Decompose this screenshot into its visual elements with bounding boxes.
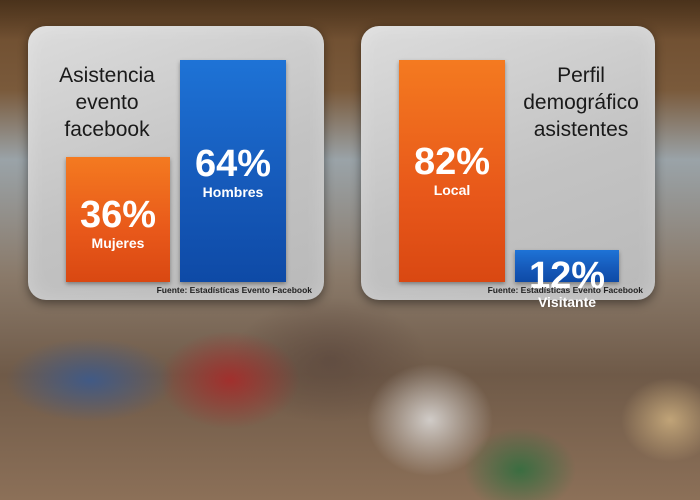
bar-value-label: 12% <box>528 255 606 297</box>
bar-mujeres: 36% Mujeres <box>66 157 170 282</box>
chart-panel-demographics: Perfil demográfico asistentes 82% Local … <box>361 26 655 310</box>
title-line: evento <box>75 91 139 114</box>
bar-category-label: Mujeres <box>91 235 145 251</box>
title-line: Perfil <box>557 64 605 87</box>
title-line: demográfico <box>523 91 639 114</box>
bar-visitante: 12% Visitante <box>515 250 619 310</box>
bar-value-label: 36% <box>79 194 157 236</box>
bar-category-label: Local <box>433 182 471 198</box>
title-line: asistentes <box>533 118 629 141</box>
bar-hombres: 64% Hombres <box>180 60 286 282</box>
title-line: facebook <box>64 118 150 141</box>
title-line: Asistencia <box>59 64 155 87</box>
chart-title: Asistencia evento facebook <box>46 62 168 143</box>
chart-panel-attendance: Asistencia evento facebook 36% Mujeres 6… <box>28 26 324 300</box>
bar-value-label: 64% <box>194 143 272 185</box>
bar-local: 82% Local <box>399 60 505 282</box>
source-note: Fuente: Estadísticas Evento Facebook <box>487 285 643 295</box>
bar-category-label: Visitante <box>537 294 597 310</box>
chart-title: Perfil demográfico asistentes <box>511 62 651 143</box>
source-note: Fuente: Estadísticas Evento Facebook <box>156 285 312 295</box>
bar-category-label: Hombres <box>202 184 264 200</box>
bar-value-label: 82% <box>413 141 491 183</box>
